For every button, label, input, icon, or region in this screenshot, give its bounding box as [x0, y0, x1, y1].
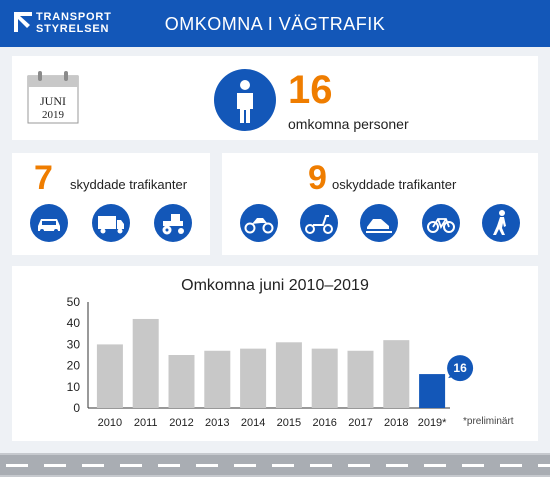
road-dash [348, 464, 370, 467]
snowmobile-icon [360, 204, 398, 242]
x-tick-label: 2011 [134, 417, 158, 429]
road-dash [158, 464, 180, 467]
highlight-value-label: 16 [453, 361, 467, 375]
pedestrian-icon [482, 204, 520, 242]
motorcycle-icon [240, 204, 278, 242]
x-tick-label: 2016 [312, 417, 336, 429]
road-dash [424, 464, 446, 467]
road-dash [82, 464, 104, 467]
x-tick-label: 2017 [348, 417, 372, 429]
person-icon [214, 69, 276, 131]
road-dash [310, 464, 332, 467]
y-tick-label: 50 [67, 295, 81, 309]
truck-icon [92, 204, 130, 242]
car-icon [30, 204, 68, 242]
road-dash [6, 464, 28, 467]
road-dash [196, 464, 218, 467]
tractor-icon [154, 204, 192, 242]
bar-2014 [240, 348, 267, 408]
x-tick-label: 2010 [98, 417, 122, 429]
moped-icon [300, 204, 338, 242]
logo-line1: TRANSPORT [36, 11, 112, 23]
y-tick-label: 0 [73, 401, 80, 415]
bar-2010 [96, 344, 123, 408]
road-dash [120, 464, 142, 467]
road-dash [462, 464, 484, 467]
road-dash [386, 464, 408, 467]
y-tick-label: 10 [67, 380, 81, 394]
bar-2017 [347, 350, 374, 408]
unprotected-count: 9 [308, 159, 327, 197]
x-tick-label: 2014 [241, 417, 265, 429]
x-tick-label: 2015 [277, 417, 301, 429]
calendar-year: 2019 [42, 109, 64, 121]
bar-2016 [311, 348, 338, 408]
road-dash [44, 464, 66, 467]
logo-line2: STYRELSEN [36, 23, 110, 35]
calendar-icon: JUNI 2019 [25, 70, 81, 126]
unprotected-label: oskyddade trafikanter [332, 177, 457, 192]
bar-2018 [383, 340, 410, 408]
calendar-month: JUNI [40, 94, 66, 108]
bar-2019 [419, 374, 446, 408]
x-tick-label: 2018 [384, 417, 408, 429]
chart-title: Omkomna juni 2010–2019 [181, 277, 369, 294]
logo-arrow-icon [14, 12, 32, 32]
transportstyrelsen-logo: TRANSPORT STYRELSEN [14, 11, 144, 37]
total-label: omkomna personer [288, 116, 409, 132]
x-tick-label: 2019* [418, 417, 447, 429]
road-dash [272, 464, 294, 467]
bar-2015 [275, 342, 302, 408]
total-count: 16 [288, 68, 333, 112]
bar-2011 [132, 318, 159, 408]
protected-label: skyddade trafikanter [70, 177, 188, 192]
road-dash [234, 464, 256, 467]
highlight-bubble [447, 355, 474, 382]
road-dash [500, 464, 522, 467]
bar-chart: 0 10 20 30 40 50 2010 2011 2012 2013 2014 2015 2016 2… [67, 295, 474, 429]
y-tick-label: 40 [67, 316, 81, 330]
road-decoration [0, 453, 550, 477]
bicycle-icon [422, 204, 460, 242]
protected-count: 7 [34, 159, 53, 197]
x-tick-label: 2012 [169, 417, 193, 429]
chart-footnote: *preliminärt [463, 416, 514, 427]
road-dash [538, 464, 550, 467]
y-tick-label: 20 [67, 359, 81, 373]
header-bar: TRANSPORT STYRELSEN OMKOMNA I VÄGTRAFIK [0, 0, 550, 47]
bar-2012 [168, 355, 195, 408]
x-tick-label: 2013 [205, 417, 229, 429]
page-title: OMKOMNA I VÄGTRAFIK [164, 14, 386, 34]
y-tick-label: 30 [67, 337, 81, 351]
bar-2013 [204, 350, 231, 408]
